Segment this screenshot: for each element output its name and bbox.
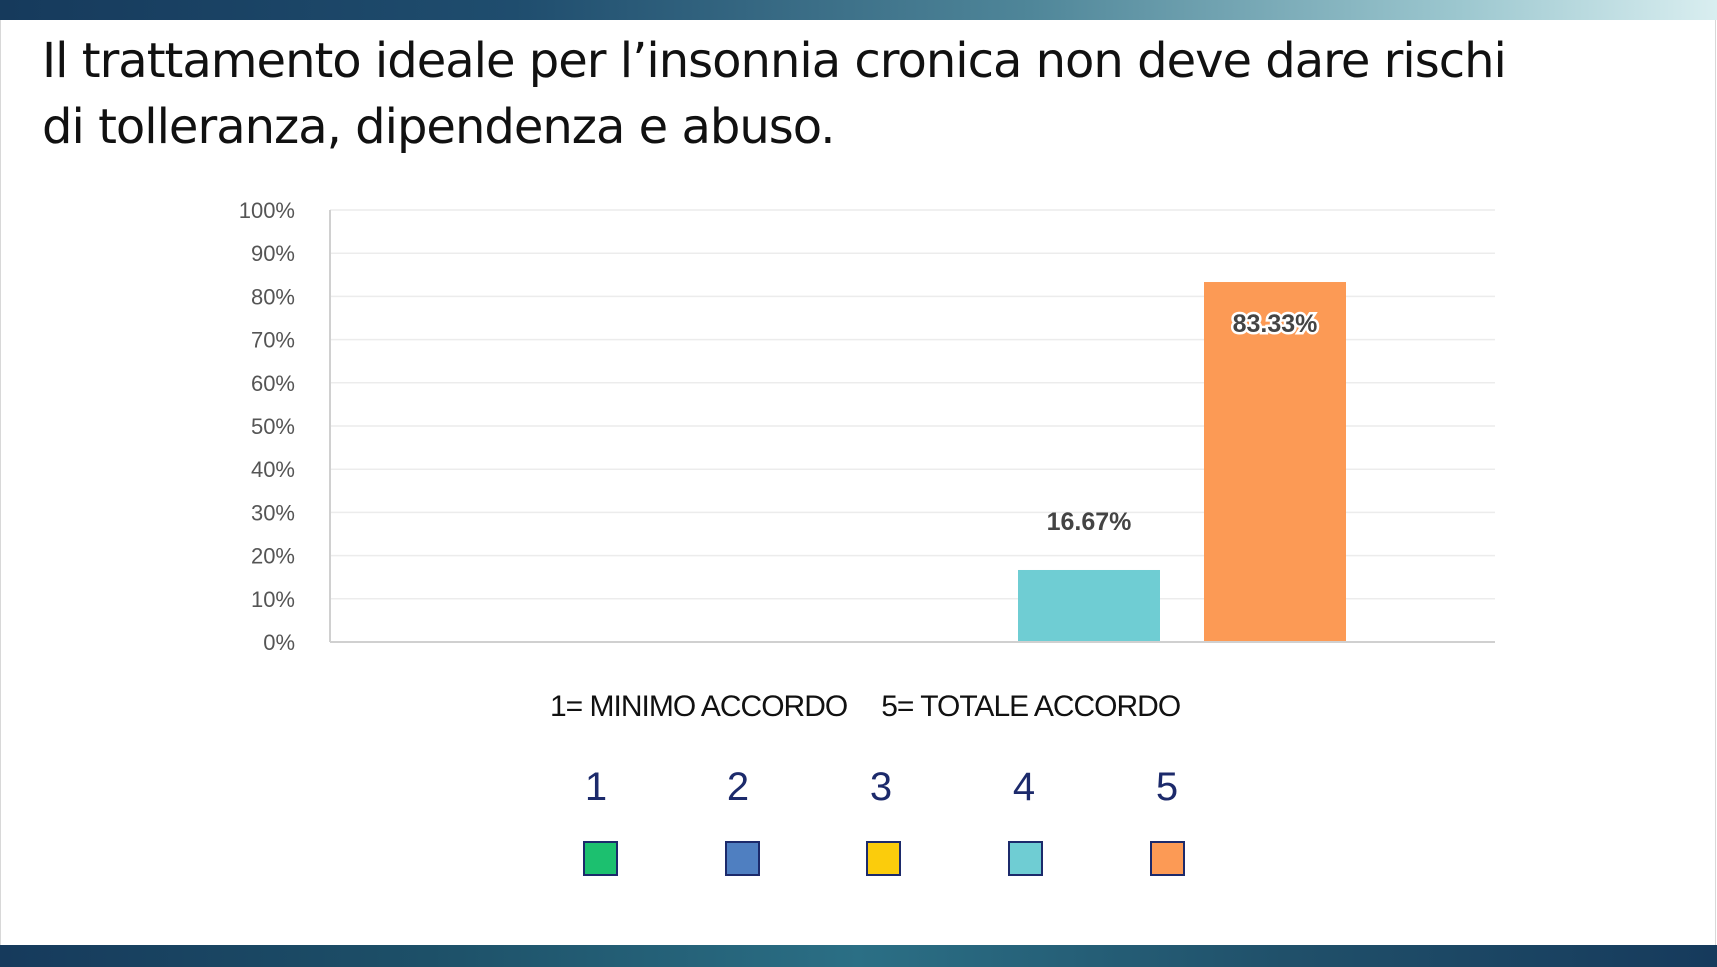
legend-label-1: 1 (584, 765, 608, 809)
y-tick-label: 40% (251, 457, 295, 482)
y-tick-label: 60% (251, 371, 295, 396)
slide-title: Il trattamento ideale per l’insonnia cro… (42, 28, 1602, 160)
bar-chart: 0% 10% 20% 30% 40% 50% 60% 70% 80% 90% 100% 16.67%… (239, 198, 1495, 655)
legend-swatch-2 (725, 841, 760, 876)
y-tick-label: 20% (251, 544, 295, 569)
top-decorative-band (0, 0, 1717, 20)
y-tick-label: 10% (251, 587, 295, 612)
bar-5 (1204, 282, 1346, 642)
y-axis-tick-labels: 0% 10% 20% 30% 40% 50% 60% 70% 80% 90% 100% (239, 198, 295, 655)
data-label-5: 83.33% (1233, 310, 1318, 338)
legend-swatch-5 (1150, 841, 1185, 876)
legend-label-4: 4 (1012, 765, 1036, 809)
slide-title-line-1: Il trattamento ideale per l’insonnia cro… (42, 33, 1507, 89)
legend-swatch-1 (583, 841, 618, 876)
y-tick-label: 80% (251, 284, 295, 309)
legend-label-5: 5 (1155, 765, 1179, 809)
y-tick-label: 50% (251, 414, 295, 439)
scale-caption: 1= MINIMO ACCORDO 5= TOTALE ACCORDO (550, 690, 1250, 724)
y-tick-label: 90% (251, 241, 295, 266)
legend-swatch-3 (866, 841, 901, 876)
scale-caption-min: 1= MINIMO ACCORDO (550, 690, 848, 723)
slide-frame (0, 20, 1716, 945)
bar-4 (1018, 569, 1160, 642)
bottom-decorative-band (0, 945, 1717, 967)
slide-title-line-2: di tolleranza, dipendenza e abuso. (42, 99, 836, 155)
legend-label-3: 3 (869, 765, 893, 809)
legend-label-2: 2 (726, 765, 750, 809)
y-tick-label: 30% (251, 500, 295, 525)
data-label-4: 16.67% (1047, 508, 1132, 536)
scale-caption-max: 5= TOTALE ACCORDO (881, 690, 1181, 723)
y-tick-label: 70% (251, 328, 295, 353)
chart-data-labels: 16.67% 83.33% (1047, 308, 1320, 536)
y-tick-label: 0% (263, 630, 295, 655)
y-tick-label: 100% (239, 198, 295, 223)
chart-bars (1018, 282, 1346, 642)
legend-swatch-4 (1008, 841, 1043, 876)
